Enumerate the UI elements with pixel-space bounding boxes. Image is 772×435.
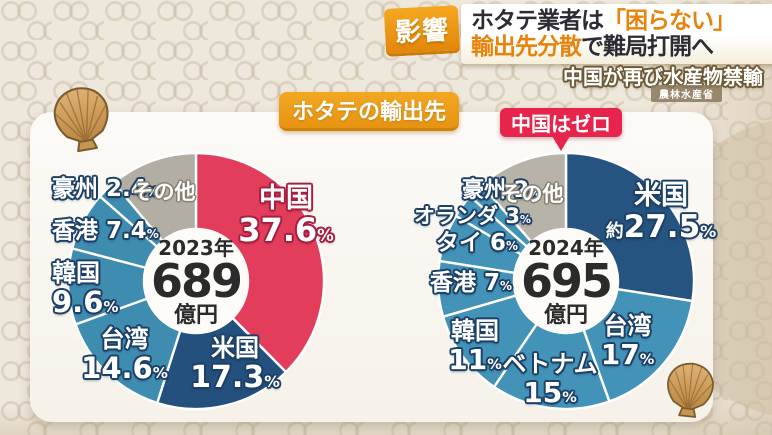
segment-label-australia-2024: 豪州 2% (462, 178, 541, 203)
segment-label-thailand-2024: タイ 6% (436, 230, 519, 256)
segment-label-other-2024: その他 (500, 182, 564, 206)
headline-line2: 輸出先分散で難局打開へ (471, 34, 714, 60)
donut-chart-2023 (66, 151, 326, 411)
scallop-shell-icon (667, 362, 714, 418)
total-unit: 億円 (173, 303, 218, 328)
year-label: 2024年 (528, 236, 604, 260)
segment-label-korea-2024: 韓国 11% (448, 317, 502, 376)
year-label: 2023年 (158, 236, 234, 260)
total-value: 689 (150, 254, 243, 308)
donut-center-2024: 2024年 695 億円 (501, 236, 631, 329)
total-value: 695 (520, 254, 613, 308)
segment-label-china-2023: 中国 37.6% (238, 183, 334, 250)
segment-label-australia-2023: 豪州 2.4% (52, 176, 159, 202)
scallop-shell-icon (53, 87, 109, 153)
source-badge: 農林水産省 (651, 85, 722, 102)
segment-label-usa-2023: 米国 17.3% (190, 334, 280, 395)
segment-label-vietnam-2024: ベトナム 15% (502, 350, 598, 409)
segment-label-taiwan-2023: 台湾 14.6% (81, 325, 168, 385)
china-zero-callout: 中国はゼロ (500, 108, 622, 151)
panel-title-badge: ホタテの輸出先 (279, 92, 459, 131)
segment-label-hongkong-2023: 香港 7.4% (52, 218, 159, 244)
segment-label-other-2023: その他 (132, 180, 196, 204)
headline-line1: ホタテ業者は「困らない」 (471, 8, 736, 34)
segment-label-hongkong-2024: 香港 7% (430, 270, 513, 296)
segment-label-korea-2023: 韓国 9.6% (52, 259, 119, 319)
donut-center-2023: 2023年 689 億円 (131, 236, 261, 329)
impact-badge: 影響 (383, 5, 461, 57)
impact-badge-label: 影響 (394, 15, 450, 49)
total-unit: 億円 (543, 303, 588, 328)
segment-label-netherlands-2024: オランダ 3% (414, 204, 531, 228)
segment-label-usa-2024: 米国 約27.5% (605, 180, 717, 246)
segment-label-taiwan-2024: 台湾 17% (600, 312, 655, 371)
donut-chart-2024 (436, 151, 696, 411)
headline-box: ホタテ業者は「困らない」 輸出先分散で難局打開へ (461, 4, 772, 64)
